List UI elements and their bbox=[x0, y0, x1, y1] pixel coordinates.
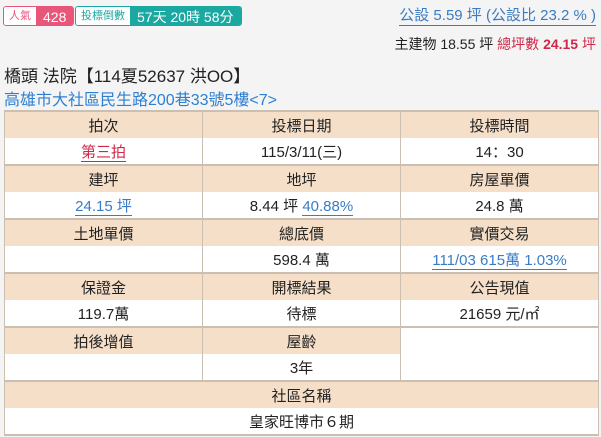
popularity-label: 人氣 bbox=[4, 7, 36, 25]
header-result: 開標結果 bbox=[202, 272, 401, 300]
header-house-unit-price: 房屋單價 bbox=[400, 164, 599, 192]
main-building: 主建物 18.55 坪 bbox=[394, 36, 494, 52]
announced-value: 21659 元/㎡ bbox=[400, 300, 599, 327]
countdown-label: 投標倒數 bbox=[76, 7, 130, 25]
auction-info-table: 拍次 投標日期 投標時間 第三拍 115/3/11(三) 14：30 建坪 地坪… bbox=[4, 110, 599, 436]
auction-round-link[interactable]: 第三拍 bbox=[80, 143, 126, 162]
header-bid-time: 投標時間 bbox=[400, 110, 599, 138]
header-community: 社區名稱 bbox=[4, 380, 599, 408]
header-age: 屋齡 bbox=[202, 326, 401, 354]
header-land-area: 地坪 bbox=[202, 164, 401, 192]
address[interactable]: 高雄市大社區民生路200巷33號5樓<7> bbox=[4, 92, 277, 109]
age: 3年 bbox=[202, 354, 401, 381]
total-area-label: 總坪數 bbox=[497, 36, 540, 52]
header-deposit: 保證金 bbox=[4, 272, 203, 300]
land-area: 8.44 坪 bbox=[249, 197, 299, 215]
reserve-price: 598.4 萬 bbox=[202, 246, 401, 273]
total-area-unit: 坪 bbox=[582, 36, 596, 52]
deposit: 119.7萬 bbox=[4, 300, 203, 327]
actual-trade-link[interactable]: 111/03 615萬 1.03% bbox=[432, 251, 567, 270]
empty-cell bbox=[400, 326, 599, 381]
header-actual-trade: 實價交易 bbox=[400, 218, 599, 246]
appreciation bbox=[4, 354, 203, 381]
building-area-link[interactable]: 24.15 坪 bbox=[75, 197, 132, 216]
popularity-badge: 人氣 428 bbox=[3, 6, 75, 26]
header-appreciation: 拍後增值 bbox=[4, 326, 203, 354]
bid-date: 115/3/11(三) bbox=[202, 138, 401, 165]
header-land-unit-price: 土地單價 bbox=[4, 218, 203, 246]
common-area-link[interactable]: 公設 5.59 坪 (公設比 23.2 % ) bbox=[399, 7, 596, 26]
header-reserve-price: 總底價 bbox=[202, 218, 401, 246]
header-auction-round: 拍次 bbox=[4, 110, 203, 138]
result: 待標 bbox=[202, 300, 401, 327]
popularity-value: 428 bbox=[36, 7, 74, 25]
total-area-value: 24.15 bbox=[543, 36, 579, 52]
house-unit-price: 24.8 萬 bbox=[400, 192, 599, 219]
header-bid-date: 投標日期 bbox=[202, 110, 401, 138]
land-unit-price bbox=[4, 246, 203, 273]
community: 皇家旺博市６期 bbox=[4, 408, 599, 436]
countdown-badge: 投標倒數 57天 20時 58分 bbox=[75, 6, 242, 26]
countdown-value: 57天 20時 58分 bbox=[130, 7, 241, 25]
header-announced-value: 公告現值 bbox=[400, 272, 599, 300]
area-summary: 主建物 18.55 坪 總坪數 24.15 坪 bbox=[394, 34, 596, 54]
header-building-area: 建坪 bbox=[4, 164, 203, 192]
land-ratio-link[interactable]: 40.88% bbox=[302, 197, 354, 216]
case-title: 橋頭 法院【114夏52637 洪OO】 bbox=[4, 67, 251, 86]
bid-time: 14：30 bbox=[400, 138, 599, 165]
